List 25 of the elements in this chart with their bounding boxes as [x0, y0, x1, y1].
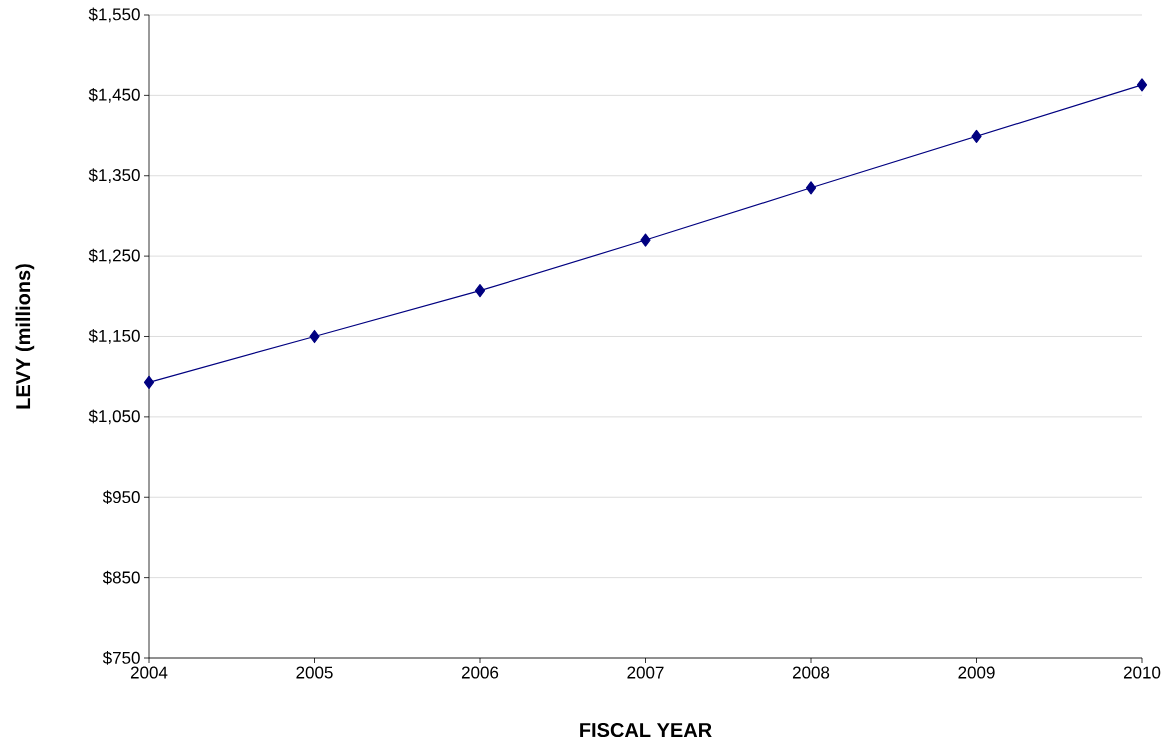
y-tick-label: $1,050 — [88, 409, 140, 425]
y-tick-label: $950 — [102, 490, 140, 505]
point — [1136, 78, 1148, 92]
y-tick-label: $1,550 — [88, 7, 140, 23]
point — [640, 233, 651, 247]
point — [474, 284, 486, 298]
x-tick-label: 2006 — [461, 666, 499, 679]
x-axis-title: FISCAL YEAR — [580, 722, 712, 738]
point — [309, 329, 320, 344]
x-tick-label: 2007 — [627, 666, 664, 679]
y-tick-label: $850 — [102, 570, 140, 585]
x-tick-label: 2010 — [1123, 666, 1161, 679]
y-tick-label: $1,250 — [88, 248, 140, 264]
point — [805, 181, 817, 195]
y-axis-title: LEVY (millions) — [15, 264, 35, 409]
x-tick-label: 2009 — [958, 666, 995, 679]
x-tick-label: 2004 — [130, 666, 168, 679]
y-tick-label: $1,450 — [88, 87, 140, 103]
x-tick-label: 2005 — [296, 666, 333, 679]
y-tick-label: $750 — [102, 651, 140, 665]
point — [971, 129, 982, 143]
y-tick-label: $1,350 — [88, 168, 140, 184]
point — [143, 375, 155, 389]
y-tick-label: $1,150 — [88, 329, 140, 344]
x-tick-label: 2008 — [792, 666, 830, 679]
